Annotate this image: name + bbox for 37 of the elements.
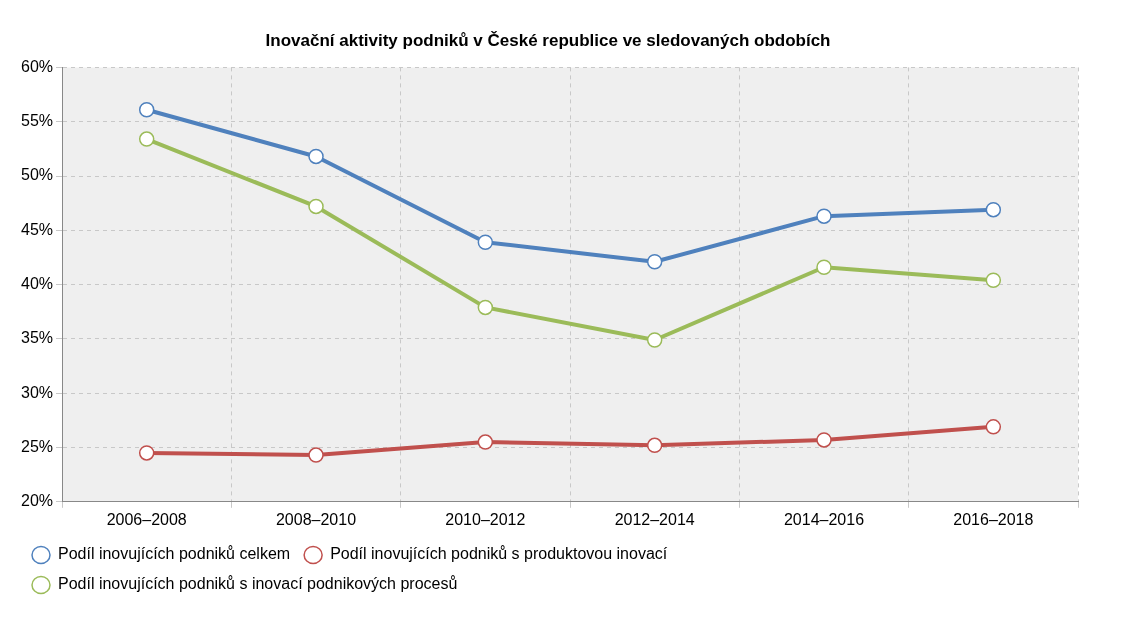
point (646, 332, 663, 348)
point (138, 445, 155, 461)
point (816, 208, 832, 224)
y-tick-label: 40% (20, 275, 54, 293)
point (138, 102, 155, 118)
point (308, 447, 324, 463)
y-tick-label: 20% (20, 492, 54, 510)
point (985, 419, 1002, 435)
y-tick-label: 30% (20, 383, 54, 401)
legend-label: Podíl inovujících podniků s produktovou inovací (330, 545, 668, 563)
point (985, 272, 1002, 289)
point (816, 432, 832, 448)
x-tick-label: 2006–2008 (106, 510, 187, 528)
legend-label: Podíl inovujících podniků celkem (58, 545, 291, 563)
point (646, 254, 663, 270)
y-tick-label: 25% (20, 437, 54, 455)
legend-label: Podíl inovujících podniků s inovací podnikových procesů (58, 575, 458, 593)
y-tick-label: 60% (20, 57, 54, 75)
x-tick-label: 2016–2018 (953, 510, 1034, 528)
x-tick-label: 2008–2010 (275, 510, 357, 528)
point (985, 201, 1002, 218)
point (816, 259, 832, 275)
y-tick-label: 45% (20, 220, 54, 238)
x-tick-label: 2012–2014 (614, 510, 695, 528)
point (308, 148, 324, 165)
x-tick-label: 2014–2016 (783, 510, 865, 528)
y-tick-label: 55% (20, 112, 54, 130)
x-tick-label: 2010–2012 (445, 510, 526, 528)
point (646, 437, 663, 454)
chart-title: Inovační aktivity podniků v České republice ve sledovaných obdobích (265, 30, 831, 50)
point (138, 131, 155, 147)
point (477, 299, 494, 316)
point (477, 234, 494, 250)
y-tick-label: 35% (20, 329, 54, 347)
y-tick-label: 50% (20, 166, 54, 184)
point (477, 434, 494, 450)
point (308, 198, 324, 215)
